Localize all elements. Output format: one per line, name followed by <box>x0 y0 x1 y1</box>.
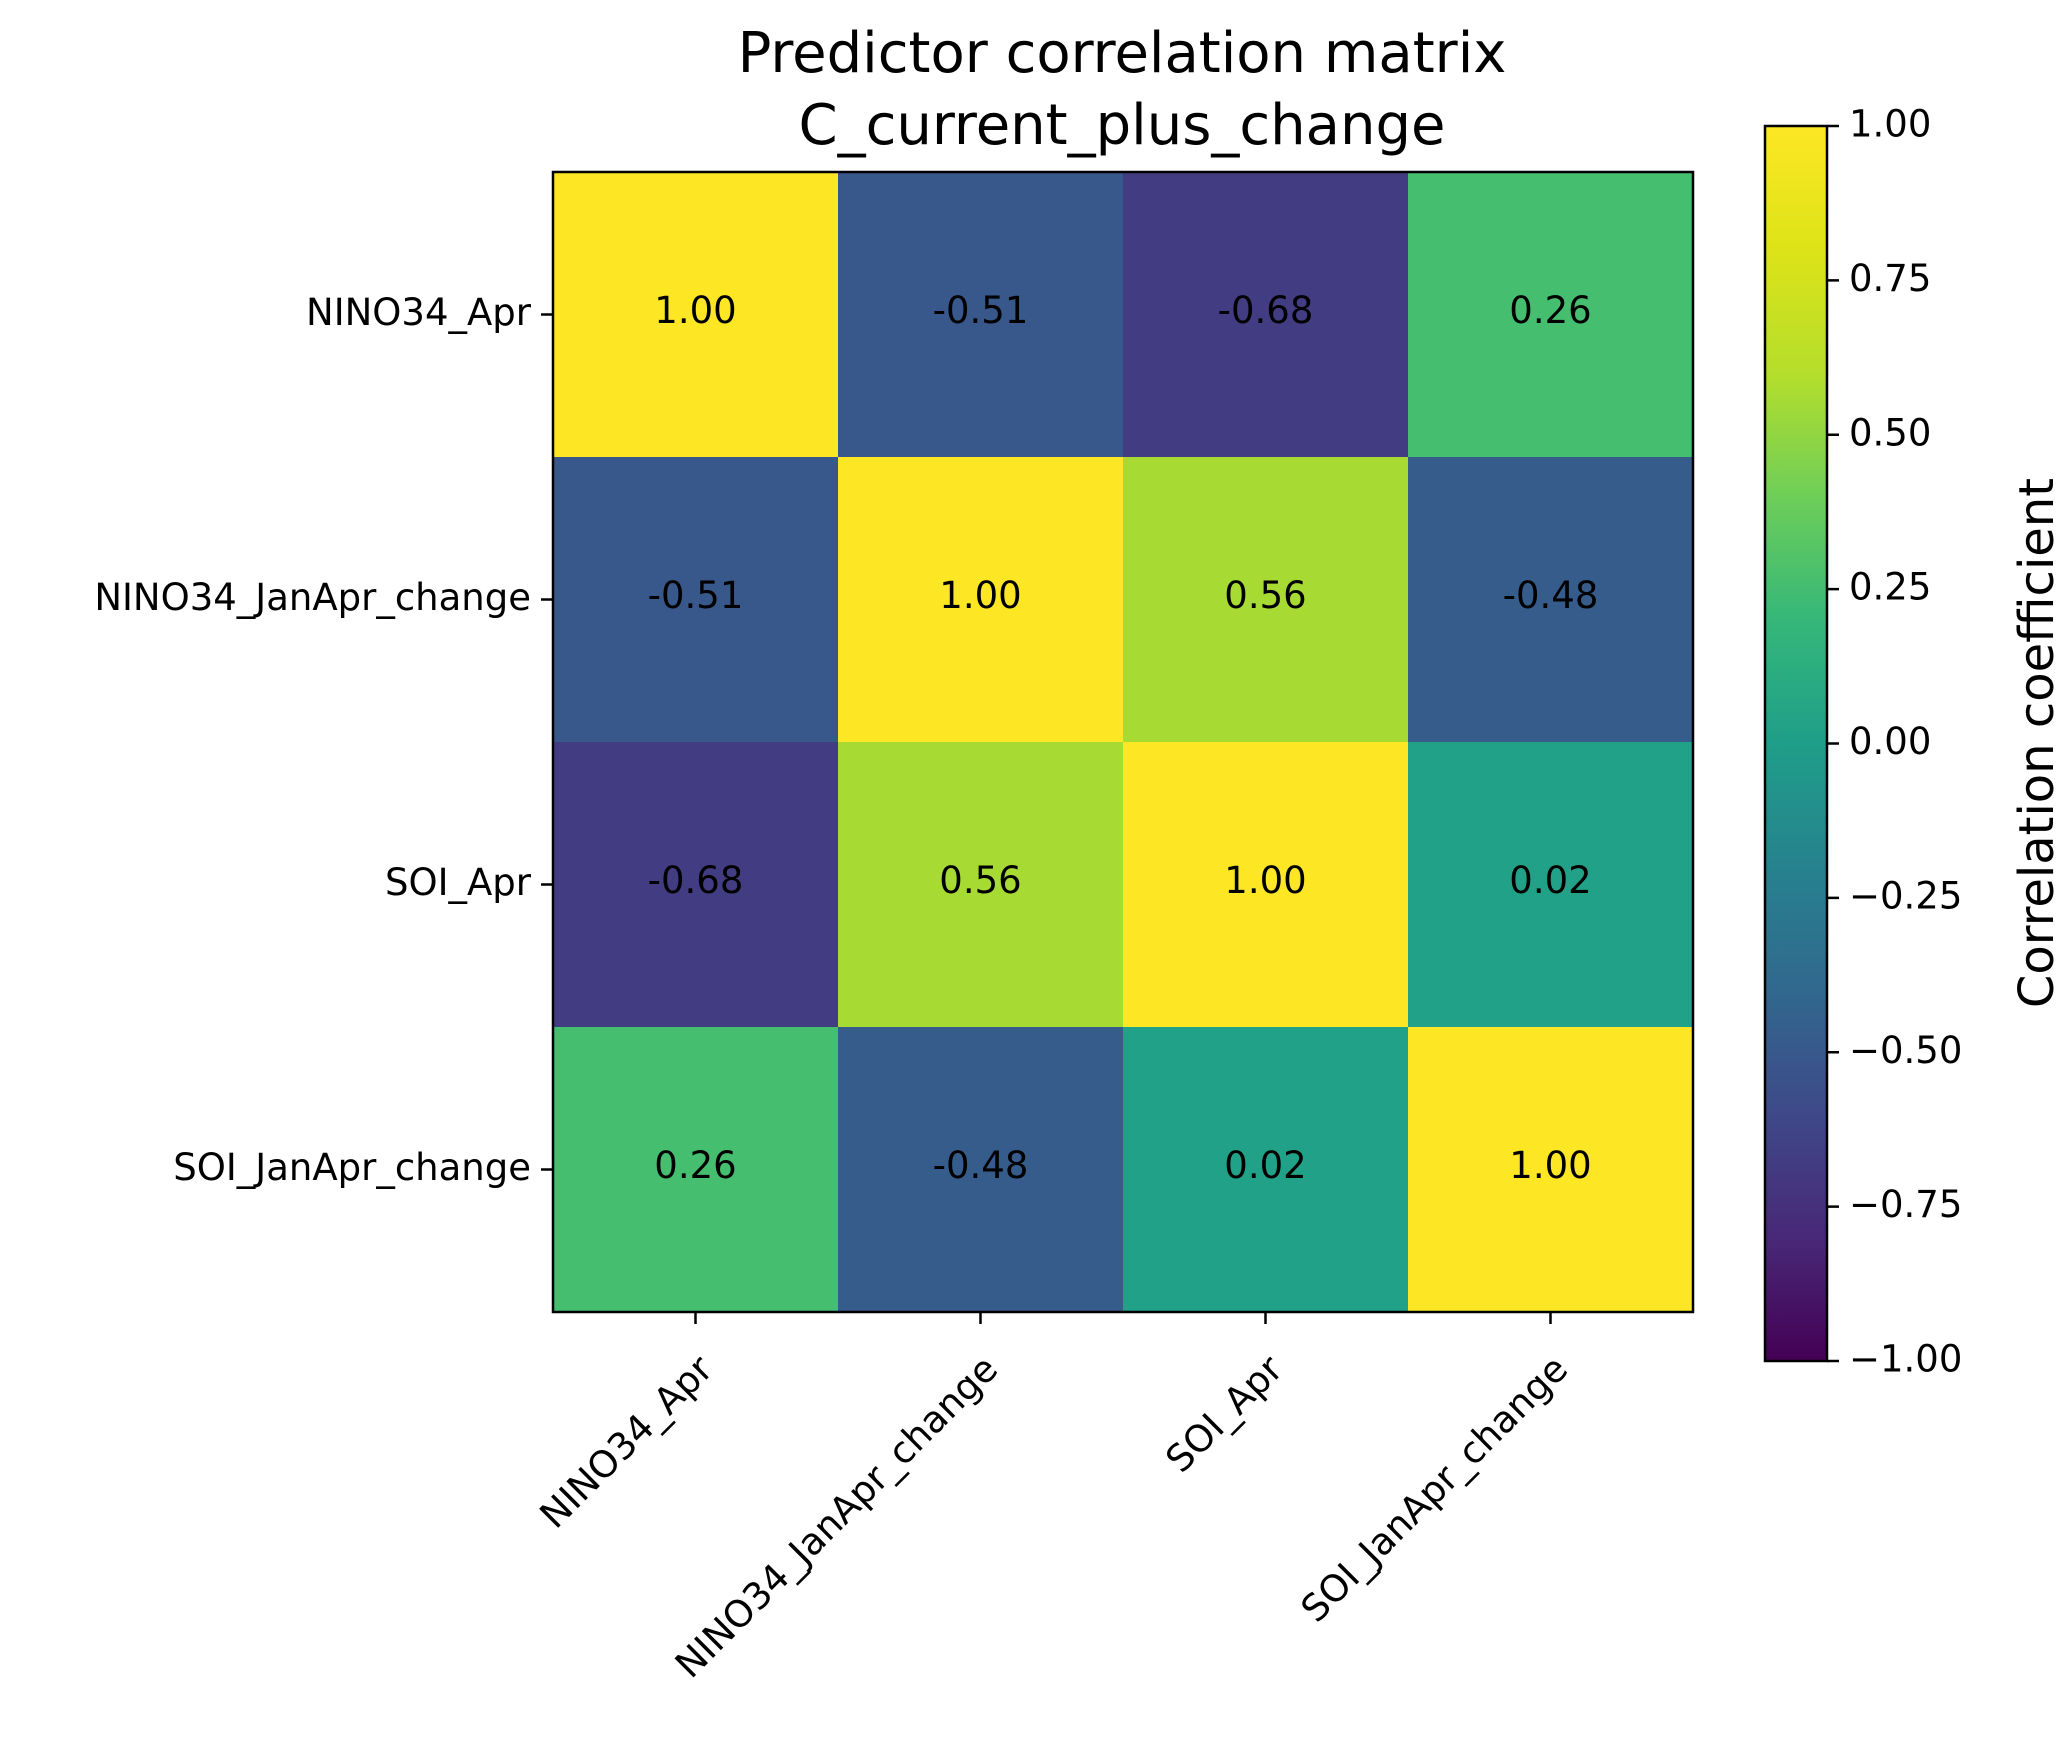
colorbar-tick-label-0: 1.00 <box>1849 103 1931 146</box>
y-axis: NINO34_Apr NINO34_JanApr_change SOI_Apr SOI… <box>94 291 553 1189</box>
heatmap-cell-0-3 <box>1408 172 1694 458</box>
heatmap-cell-1-0 <box>553 457 839 743</box>
heatmap-cell-0-1 <box>838 172 1124 458</box>
heatmap-cell-2-0 <box>553 742 839 1028</box>
colorbar-tick-label-1: 0.75 <box>1849 257 1931 300</box>
heatmap-cell-3-2 <box>1123 1027 1409 1313</box>
heatmap-cell-1-1 <box>838 457 1124 743</box>
heatmap-cell-label-2-1: 0.56 <box>939 859 1021 902</box>
chart-title-line-1: Predictor correlation matrix <box>738 21 1507 86</box>
chart-title-line-2: C_current_plus_change <box>799 93 1446 158</box>
colorbar-tick-label-8: −1.00 <box>1849 1338 1962 1381</box>
y-tick-label-2: SOI_Apr <box>385 861 532 904</box>
heatmap-cell-label-0-0: 1.00 <box>654 289 736 332</box>
heatmap-cell-label-3-1: -0.48 <box>933 1144 1029 1187</box>
heatmap-cell-2-3 <box>1408 742 1694 1028</box>
colorbar-label: Correlation coefficient <box>2009 478 2065 1008</box>
y-tick-label-0: NINO34_Apr <box>306 291 532 334</box>
x-tick-label-3: SOI_JanApr_change <box>1293 1347 1576 1630</box>
x-tick-label-0: NINO34_Apr <box>532 1347 722 1537</box>
heatmap-cell-1-2 <box>1123 457 1409 743</box>
heatmap-cell-label-0-1: -0.51 <box>933 289 1029 332</box>
y-tick-label-3: SOI_JanApr_change <box>173 1146 531 1189</box>
colorbar-tick-label-5: −0.25 <box>1849 874 1962 917</box>
colorbar-tick-label-4: 0.00 <box>1849 720 1931 763</box>
chart-title: Predictor correlation matrix C_current_p… <box>738 21 1507 158</box>
colorbar-tick-label-7: −0.75 <box>1849 1183 1962 1226</box>
heatmap-frame <box>551 170 1695 1314</box>
heatmap-cell-label-1-0: -0.51 <box>648 574 744 617</box>
heatmap-cell-label-3-3: 1.00 <box>1509 1144 1591 1187</box>
heatmap-cell-label-0-2: -0.68 <box>1218 289 1314 332</box>
heatmap-cell-label-1-2: 0.56 <box>1224 574 1306 617</box>
heatmap-cell-2-1 <box>838 742 1124 1028</box>
heatmap-cell-0-0 <box>553 172 839 458</box>
heatmap-cell-labels: 1.00 -0.51 -0.68 0.26 -0.51 1.00 0.56 -0.48 -0.6… <box>648 289 1599 1187</box>
heatmap-cell-1-3 <box>1408 457 1694 743</box>
heatmap-cells <box>553 172 1694 1313</box>
colorbar-tick-label-6: −0.50 <box>1849 1029 1962 1072</box>
x-tick-label-2: SOI_Apr <box>1157 1347 1291 1481</box>
colorbar-ticks: 1.00 0.75 0.50 0.25 0.00 −0.25 −0.50 −0.75 −1.00 <box>1827 103 1962 1381</box>
colorbar: 1.00 0.75 0.50 0.25 0.00 −0.25 −0.50 −0.75 −1.00… <box>1763 103 2065 1381</box>
heatmap-cell-2-2 <box>1123 742 1409 1028</box>
colorbar-tick-label-3: 0.25 <box>1849 566 1931 609</box>
colorbar-gradient <box>1763 124 1829 1363</box>
colorbar-tick-label-2: 0.50 <box>1849 411 1931 454</box>
heatmap-cell-3-1 <box>838 1027 1124 1313</box>
heatmap-cell-label-2-3: 0.02 <box>1509 859 1591 902</box>
y-tick-label-1: NINO34_JanApr_change <box>94 576 531 619</box>
heatmap-cell-label-0-3: 0.26 <box>1509 289 1591 332</box>
heatmap-cell-label-1-3: -0.48 <box>1503 574 1599 617</box>
x-tick-label-1: NINO34_JanApr_change <box>667 1347 1006 1686</box>
heatmap-cell-label-2-2: 1.00 <box>1224 859 1306 902</box>
heatmap-cell-3-3 <box>1408 1027 1694 1313</box>
heatmap-cell-0-2 <box>1123 172 1409 458</box>
heatmap-cell-3-0 <box>553 1027 839 1313</box>
heatmap-cell-label-3-0: 0.26 <box>654 1144 736 1187</box>
heatmap-cell-label-2-0: -0.68 <box>648 859 744 902</box>
heatmap-cell-label-1-1: 1.00 <box>939 574 1021 617</box>
heatmap-cell-label-3-2: 0.02 <box>1224 1144 1306 1187</box>
